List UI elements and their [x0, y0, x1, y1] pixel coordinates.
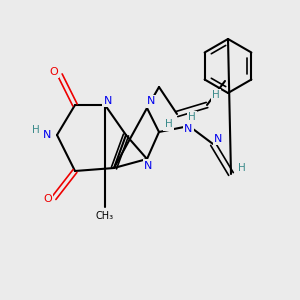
- Text: CH₃: CH₃: [96, 211, 114, 221]
- Text: N: N: [104, 95, 112, 106]
- Text: N: N: [184, 124, 193, 134]
- Text: H: H: [165, 119, 172, 130]
- Text: O: O: [49, 67, 58, 77]
- Text: N: N: [214, 134, 223, 144]
- Text: N: N: [43, 130, 52, 140]
- Text: H: H: [212, 90, 220, 100]
- Text: H: H: [188, 112, 196, 122]
- Text: N: N: [144, 160, 153, 171]
- Text: N: N: [147, 96, 156, 106]
- Text: O: O: [43, 194, 52, 205]
- Text: H: H: [238, 163, 245, 173]
- Text: H: H: [32, 124, 40, 135]
